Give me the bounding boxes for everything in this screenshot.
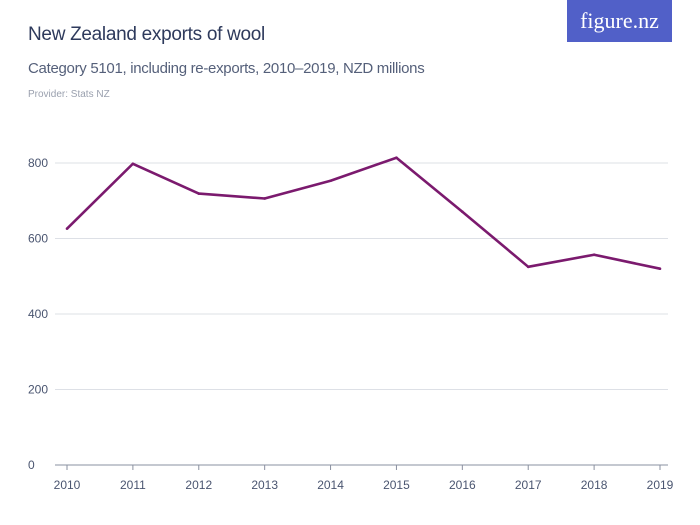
x-tick-label: 2010 [54,478,81,492]
series-line [66,156,661,270]
data-point [461,210,464,213]
data-point [263,197,266,200]
x-tick-label: 2012 [185,478,212,492]
x-tick-label: 2016 [449,478,476,492]
x-tick-label: 2019 [647,478,674,492]
x-tick-label: 2018 [581,478,608,492]
provider-label: Provider: Stats NZ [28,89,110,100]
y-tick-label: 200 [28,383,48,397]
y-tick-label: 800 [28,156,48,170]
x-tick-label: 2014 [317,478,344,492]
data-point [526,265,530,269]
y-tick-label: 0 [28,458,35,472]
data-point [65,227,69,230]
data-point [197,192,201,195]
y-tick-label: 400 [28,307,48,321]
data-point [658,267,662,271]
data-point [395,156,398,160]
figure-nz-logo[interactable]: figure.nz [567,0,672,42]
x-tick-label: 2011 [120,478,146,492]
y-tick-label: 600 [28,232,48,246]
x-tick-label: 2013 [251,478,278,492]
chart-title: New Zealand exports of wool [28,24,265,45]
data-point [131,162,135,166]
x-tick-label: 2017 [515,478,542,492]
data-point [592,253,596,257]
x-tick-label: 2015 [383,478,410,492]
data-point [329,179,332,183]
chart-subtitle: Category 5101, including re-exports, 201… [28,60,425,77]
